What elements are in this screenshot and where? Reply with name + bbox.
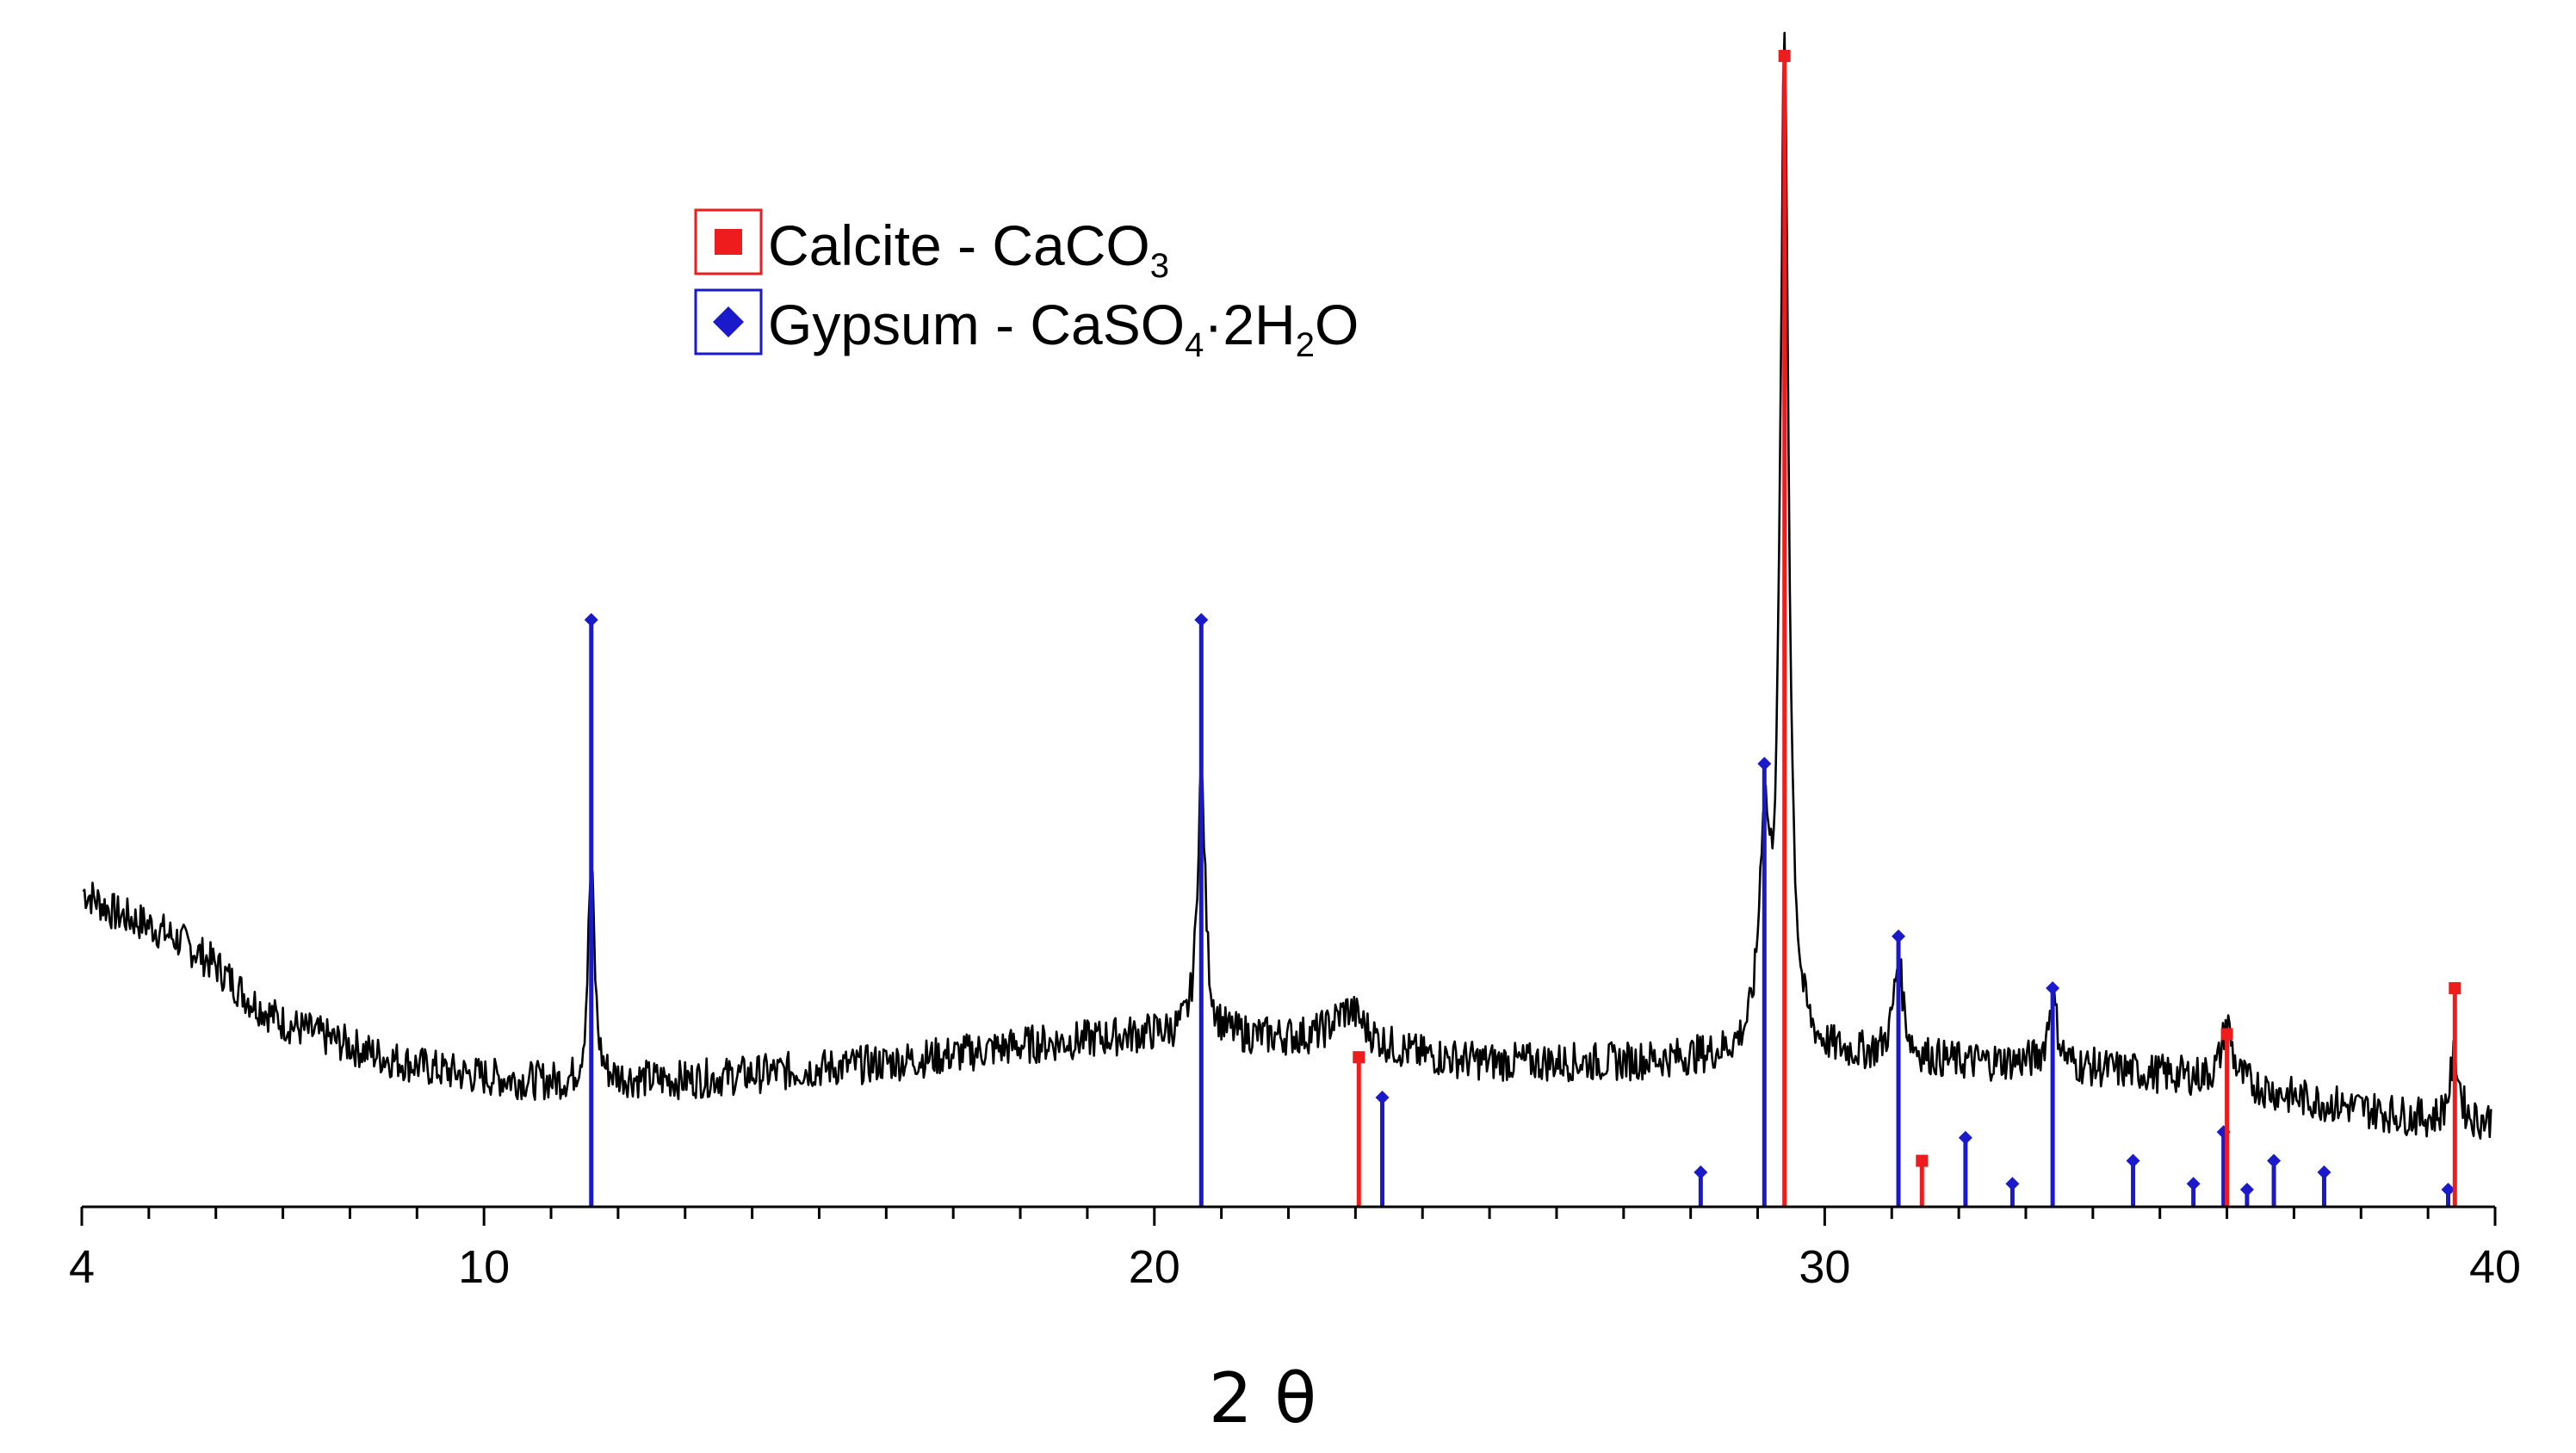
- x-tick-label: 30: [1799, 1241, 1850, 1293]
- x-axis-label: 2 θ: [1209, 1358, 1316, 1438]
- legend-item-calcite: Calcite - CaCO3: [694, 208, 1169, 285]
- x-tick-label: 10: [458, 1241, 510, 1293]
- gypsum-marker: [1958, 1130, 1972, 1145]
- x-axis-ticks: [80, 1207, 2497, 1226]
- plot-area: [82, 31, 2492, 1207]
- gypsum-marker: [2441, 1182, 2455, 1196]
- calcite-marker: [2220, 1028, 2233, 1041]
- legend-label-calcite: Calcite - CaCO3: [768, 213, 1169, 285]
- legend-label-gypsum: Gypsum - CaSO4·2H2O: [768, 293, 1359, 364]
- gypsum-marker: [1892, 929, 1906, 943]
- gypsum-reference-series: [584, 613, 2455, 1207]
- calcite-square-icon: [715, 229, 742, 255]
- gypsum-marker: [2186, 1177, 2201, 1191]
- gypsum-marker: [1757, 757, 1772, 771]
- x-tick-label: 40: [2469, 1241, 2521, 1293]
- x-axis-tick-labels: 4 10 20 30 40: [69, 1241, 2521, 1293]
- gypsum-marker: [1694, 1165, 1708, 1179]
- calcite-reference-series: [1353, 50, 2461, 1207]
- gypsum-marker: [2317, 1165, 2331, 1179]
- measured-pattern-line: [82, 31, 2492, 1140]
- gypsum-marker: [2046, 980, 2060, 995]
- legend-item-gypsum: Gypsum - CaSO4·2H2O: [694, 288, 1359, 364]
- gypsum-diamond-icon: [713, 306, 744, 337]
- x-tick-label: 4: [69, 1241, 95, 1293]
- gypsum-marker: [584, 613, 598, 628]
- calcite-marker: [1778, 50, 1791, 62]
- gypsum-marker: [2267, 1153, 2282, 1168]
- calcite-marker: [1353, 1051, 1365, 1064]
- gypsum-marker: [2126, 1153, 2140, 1168]
- legend: Calcite - CaCO3 Gypsum - CaSO4·2H2O: [694, 208, 1359, 364]
- gypsum-marker: [2005, 1177, 2020, 1191]
- calcite-marker: [1916, 1154, 1929, 1167]
- gypsum-marker: [2239, 1182, 2254, 1196]
- x-tick-label: 20: [1129, 1241, 1180, 1293]
- gypsum-marker: [1194, 613, 1209, 628]
- calcite-marker: [2449, 981, 2461, 994]
- gypsum-marker: [1375, 1090, 1390, 1104]
